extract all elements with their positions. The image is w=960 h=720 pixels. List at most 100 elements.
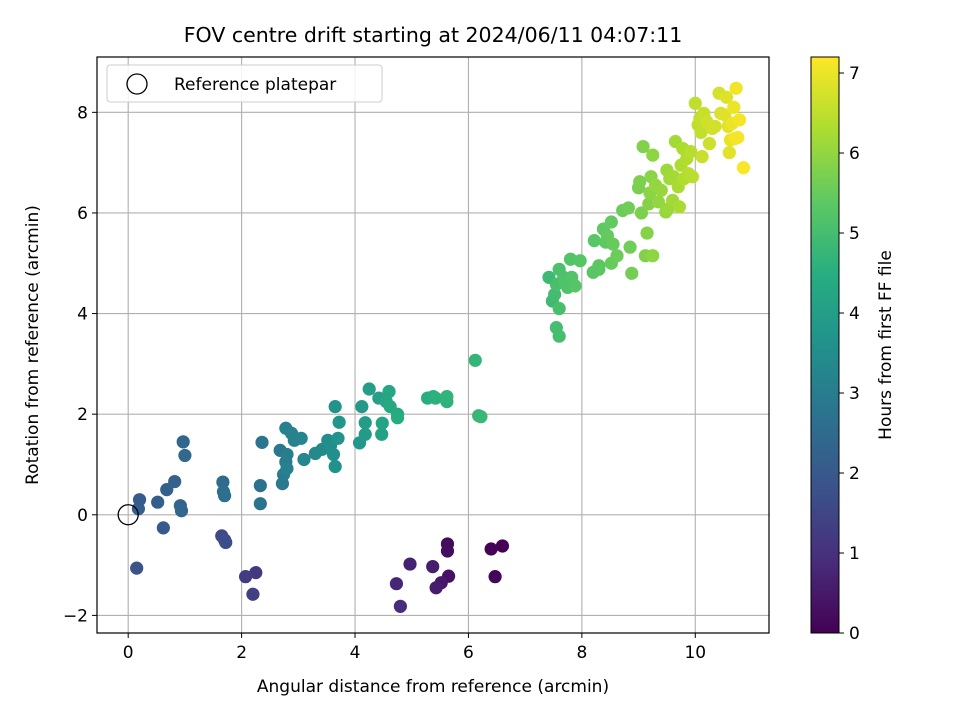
legend-box [106,64,383,103]
data-point [151,495,165,509]
data-point [280,461,294,476]
data-point [488,570,502,584]
data-point [253,497,267,511]
data-point [393,599,407,613]
data-point [552,329,566,343]
x-axis-label: Angular distance from reference (arcmin) [257,677,609,697]
data-point [604,215,618,229]
x-tick-label: 6 [463,643,474,663]
data-point [654,183,668,197]
data-point [667,170,681,184]
chart-title: FOV centre drift starting at 2024/06/11 … [184,23,683,47]
data-point [294,431,308,445]
x-axis-ticks: 0 2 4 6 8 10 [123,633,706,663]
data-point [131,502,145,516]
data-point [552,301,566,316]
data-point [568,279,582,293]
plot-frame [96,56,770,634]
data-point [130,561,144,575]
data-points [130,81,751,613]
colorbar-label: Hours from first FF file [876,250,896,440]
data-point [246,587,260,601]
data-point [403,557,417,571]
data-point [382,384,396,399]
data-point [623,240,637,254]
data-point [646,148,660,162]
reference-platepar-marker [117,504,139,526]
y-axis-ticks: −2 0 2 4 6 8 [63,103,97,626]
data-point [174,504,189,518]
data-point [328,459,342,474]
data-point [684,144,698,159]
data-point [326,447,341,462]
colorbar-tick-label: 0 [849,624,860,644]
x-tick-label: 0 [123,643,134,663]
data-point [727,100,741,114]
x-tick-label: 4 [350,643,361,663]
data-point [731,130,745,145]
data-point [702,136,717,151]
y-axis-label: Rotation from reference (arcmin) [23,205,43,485]
data-point [592,262,606,276]
data-point [255,435,269,449]
data-point [428,391,443,405]
reference-marker [117,504,139,526]
data-point [168,474,182,489]
data-point [362,382,376,396]
data-point [708,119,722,134]
data-point [722,145,736,160]
data-point [636,139,650,154]
data-point [160,483,174,497]
y-tick-label: −2 [63,606,88,626]
colorbar-tick-label: 3 [849,384,860,404]
data-point [217,489,232,503]
data-point [685,170,700,184]
data-point [426,559,440,574]
data-point [355,400,369,414]
data-point [474,410,488,424]
data-point [332,415,346,429]
data-point [468,353,482,367]
colorbar-tick-label: 6 [849,144,860,164]
data-point [178,448,192,463]
data-point [253,479,267,493]
data-point [729,81,743,95]
data-point [280,447,294,462]
colorbar-tick-label: 5 [849,224,860,244]
legend-marker-reference-icon [126,73,148,95]
data-point [297,452,311,467]
data-point [633,175,647,189]
data-point [331,431,345,445]
data-point [610,249,624,263]
data-point [440,389,454,404]
colorbar-tick-label: 2 [849,464,860,484]
data-point [328,400,342,414]
colorbar-ticks: 0 1 2 3 4 5 6 7 [839,64,860,644]
x-tick-label: 2 [236,643,247,663]
data-point [484,542,498,556]
x-tick-label: 8 [576,643,587,663]
data-point [573,254,587,268]
colorbar [810,56,840,634]
y-tick-label: 6 [77,204,88,224]
data-point [216,475,230,489]
legend-entry-reference-platepar: Reference platepar [174,75,336,95]
data-point [440,544,455,558]
legend: Reference platepar [106,64,383,103]
colorbar-tick-label: 7 [849,64,860,84]
data-point [358,427,372,441]
data-point [390,411,405,425]
y-tick-label: 4 [77,305,88,325]
data-point [719,90,734,104]
data-point [736,161,751,175]
data-point [238,570,253,584]
data-point [694,125,708,140]
data-point [606,237,620,251]
colorbar-tick-label: 4 [849,304,860,324]
y-tick-label: 8 [77,103,88,123]
data-point [695,150,709,164]
data-point [651,195,666,209]
data-point [249,566,263,580]
data-point [495,539,510,553]
